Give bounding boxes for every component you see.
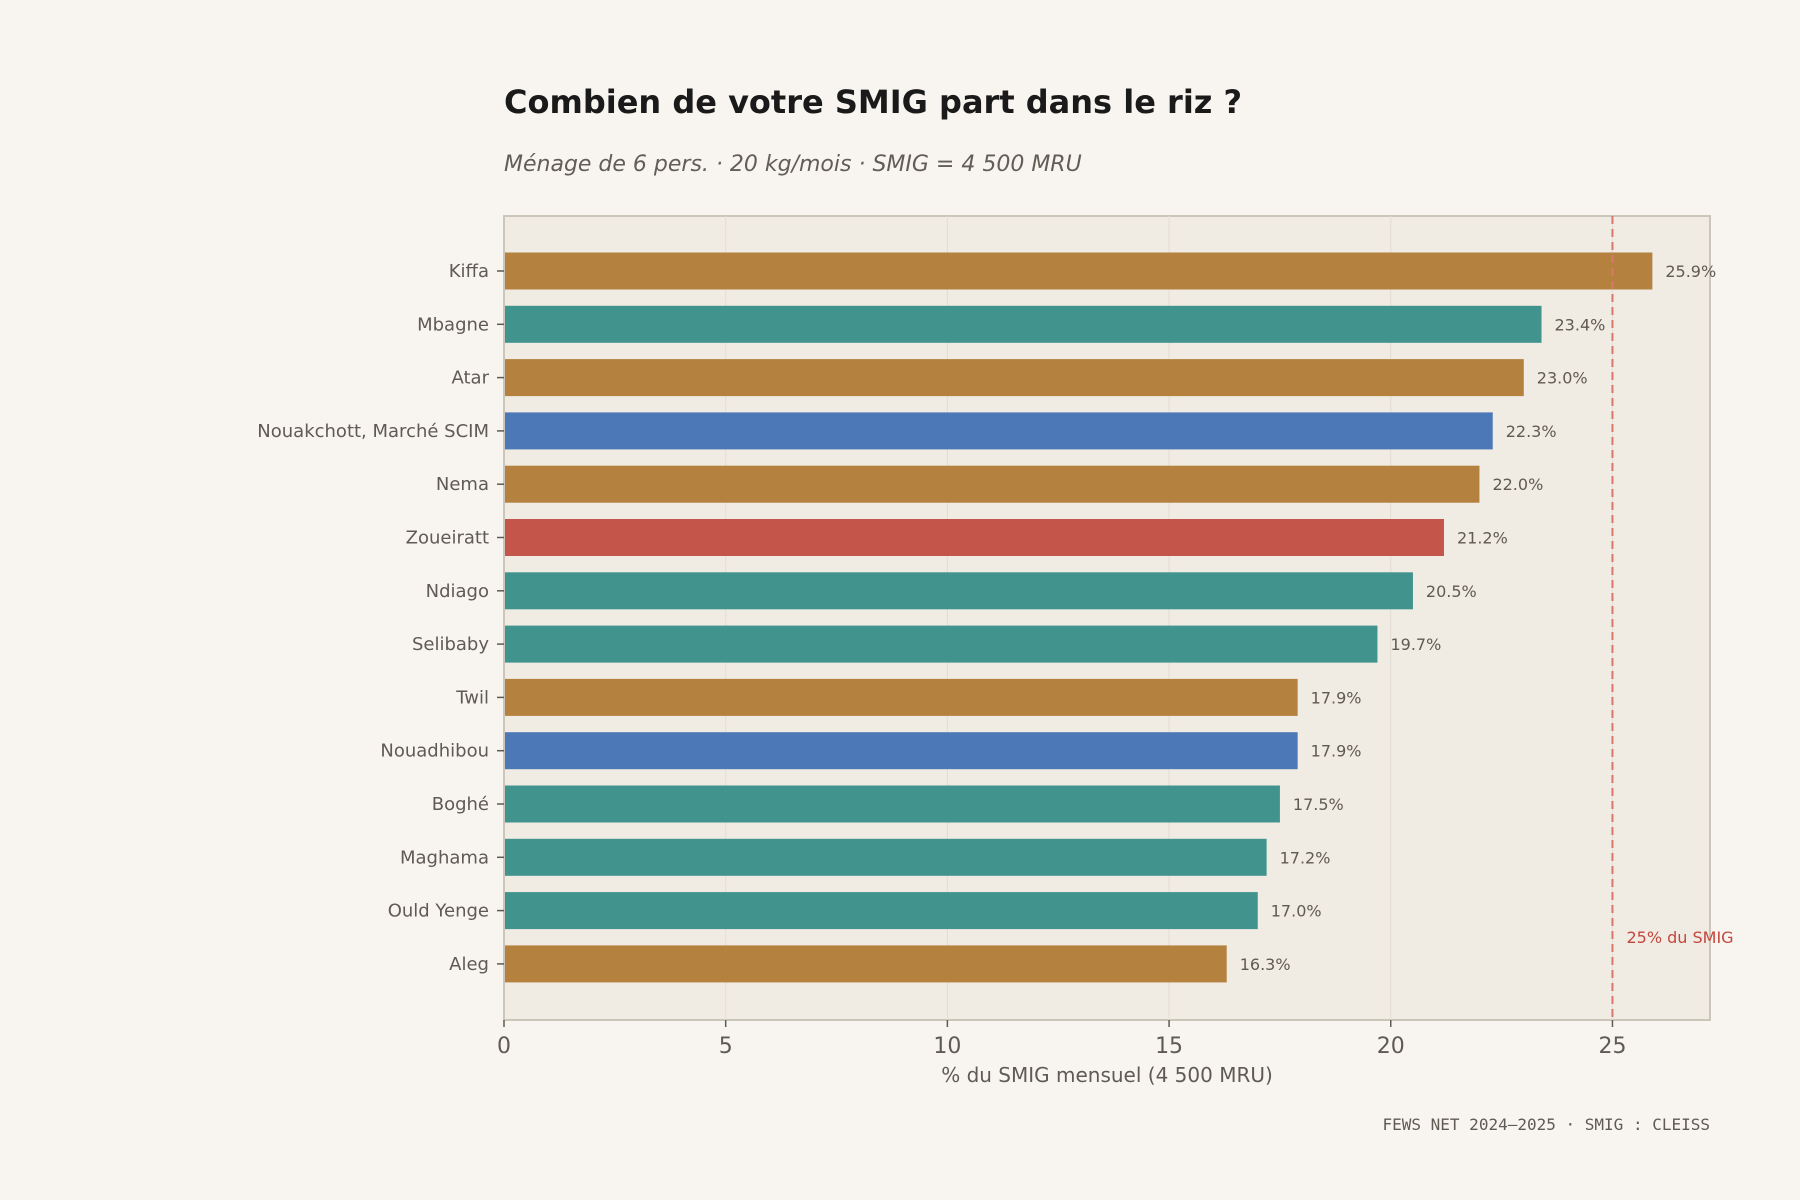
value-label: 19.7% — [1390, 635, 1441, 654]
value-label: 17.9% — [1311, 688, 1362, 707]
x-axis-label: % du SMIG mensuel (4 500 MRU) — [941, 1063, 1273, 1087]
chart-subtitle: Ménage de 6 pers. · 20 kg/mois · SMIG = … — [504, 152, 1082, 177]
bar-nouadhibou — [505, 732, 1298, 770]
x-tick-label: 5 — [719, 1034, 733, 1059]
bar-selibaby — [505, 625, 1378, 663]
value-label: 25.9% — [1665, 262, 1716, 281]
y-tick-label: Ndiago — [426, 581, 489, 602]
bar-ndiago — [505, 572, 1413, 610]
y-tick-label: Nouadhibou — [380, 741, 489, 762]
x-tick-label: 20 — [1377, 1034, 1405, 1059]
value-label: 17.2% — [1280, 848, 1331, 867]
bar-mbagne — [505, 305, 1542, 343]
bar-nema — [505, 465, 1480, 503]
y-tick-label: Boghé — [432, 794, 489, 815]
bar-zoueiratt — [505, 519, 1444, 556]
y-tick-label: Nema — [436, 474, 489, 495]
bar-maghama — [505, 838, 1267, 876]
source-footer: FEWS NET 2024–2025 · SMIG : CLEISS — [1382, 1115, 1710, 1134]
value-label: 20.5% — [1426, 582, 1477, 601]
y-tick-label: Selibaby — [412, 634, 489, 655]
value-label: 23.0% — [1537, 369, 1588, 388]
reference-line-label: 25% du SMIG — [1626, 928, 1733, 947]
y-tick-label: Atar — [452, 368, 490, 389]
bar-ould-yenge — [505, 892, 1258, 930]
y-tick-label: Mbagne — [417, 314, 489, 335]
x-tick-label: 25 — [1598, 1034, 1626, 1059]
bar-kiffa — [505, 252, 1653, 290]
y-tick-label: Aleg — [449, 954, 489, 975]
value-label: 17.0% — [1271, 902, 1322, 921]
bar-twil — [505, 678, 1298, 716]
x-tick-label: 10 — [933, 1034, 961, 1059]
value-label: 16.3% — [1240, 955, 1291, 974]
value-label: 23.4% — [1555, 315, 1606, 334]
value-label: 21.2% — [1457, 529, 1508, 548]
y-tick-label: Ould Yenge — [388, 901, 489, 922]
chart-title: Combien de votre SMIG part dans le riz ? — [504, 83, 1242, 121]
y-tick-label: Nouakchott, Marché SCIM — [257, 421, 489, 442]
y-tick-label: Kiffa — [449, 261, 489, 282]
y-tick-label: Maghama — [400, 847, 489, 868]
bar-aleg — [505, 945, 1227, 983]
value-label: 22.3% — [1506, 422, 1557, 441]
plot-area — [503, 215, 1711, 1021]
value-label: 17.5% — [1293, 795, 1344, 814]
bar-nouakchott-march-scim — [505, 412, 1493, 450]
x-tick-label: 0 — [497, 1034, 511, 1059]
x-tick-label: 15 — [1155, 1034, 1183, 1059]
bar-bogh- — [505, 785, 1280, 823]
y-tick-label: Twil — [455, 687, 489, 708]
value-label: 22.0% — [1492, 475, 1543, 494]
bar-atar — [505, 359, 1524, 397]
value-label: 17.9% — [1311, 742, 1362, 761]
y-tick-label: Zoueiratt — [406, 528, 489, 549]
